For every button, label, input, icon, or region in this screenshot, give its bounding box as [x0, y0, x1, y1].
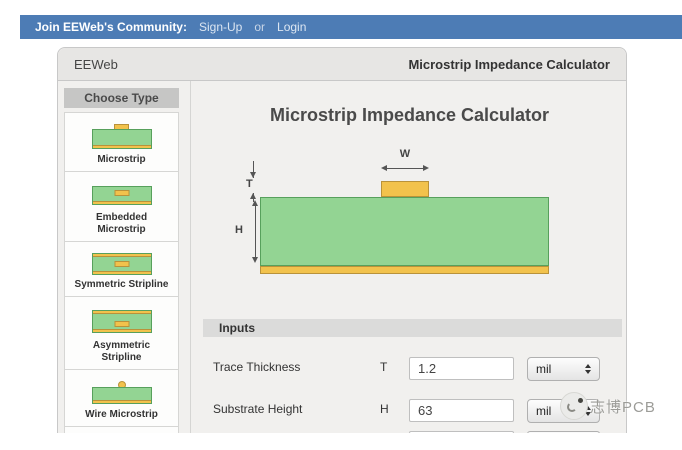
symmetric-stripline-icon	[91, 247, 152, 275]
ground-plane-shape	[260, 266, 549, 274]
h-dimension-arrow	[251, 200, 258, 263]
w-label: W	[399, 148, 411, 160]
sidebar-item-microstrip[interactable]: Microstrip	[64, 112, 179, 172]
sidebar-item-label: Wire Microstrip	[85, 409, 158, 420]
trace-shape	[381, 181, 429, 197]
sidebar-item-symmetric-stripline[interactable]: Symmetric Stripline	[64, 241, 179, 297]
choose-type-header: Choose Type	[64, 88, 179, 108]
signup-link[interactable]: Sign-Up	[198, 20, 243, 34]
brand-text: EEWeb	[74, 56, 118, 72]
card-header: EEWeb Microstrip Impedance Calculator	[58, 48, 626, 81]
watermark-text: 志博PCB	[590, 399, 656, 416]
inputs-section-header: Inputs	[203, 319, 622, 337]
sidebar-item-label: Symmetric Stripline	[74, 279, 169, 290]
wire-microstrip-icon	[91, 375, 152, 404]
watermark-logo-icon	[560, 392, 588, 420]
sidebar-item-label: Embedded Microstrip	[95, 212, 148, 235]
page-title: Microstrip Impedance Calculator	[269, 105, 550, 125]
trace-thickness-input[interactable]	[409, 357, 514, 380]
t-dimension-arrow-up	[249, 193, 256, 202]
w-dimension-arrow	[381, 162, 429, 174]
sidebar-item-label: Microstrip	[97, 154, 146, 165]
stepper-icon	[585, 406, 591, 416]
asymmetric-stripline-icon	[91, 304, 152, 333]
next-row-input-partial[interactable]	[409, 431, 514, 433]
next-row-unit-select-partial[interactable]	[527, 431, 600, 433]
h-label: H	[235, 224, 243, 236]
sidebar-item-partial[interactable]	[64, 426, 179, 433]
trace-thickness-label: Trace Thickness	[213, 360, 301, 374]
community-prompt: Join EEWeb's Community:	[35, 20, 187, 34]
t-label: T	[246, 178, 253, 190]
unit-value: mil	[536, 404, 552, 418]
embedded-microstrip-icon	[91, 180, 152, 205]
or-text: or	[254, 20, 266, 34]
trace-thickness-symbol: T	[380, 360, 388, 374]
stepper-icon	[585, 364, 591, 374]
t-dimension-arrow-down	[249, 161, 256, 178]
calculator-card: EEWeb Microstrip Impedance Calculator Ch…	[57, 47, 627, 433]
microstrip-icon	[91, 118, 152, 149]
inputs-section-title: Inputs	[219, 321, 255, 335]
sidebar-item-asymmetric-stripline[interactable]: Asymmetric Stripline	[64, 296, 179, 370]
unit-value: mil	[536, 362, 552, 376]
sidebar-item-label: Asymmetric Stripline	[92, 340, 151, 363]
sidebar-divider	[190, 81, 191, 433]
trace-thickness-unit-select[interactable]: mil	[527, 357, 600, 381]
sidebar-item-wire-microstrip[interactable]: Wire Microstrip	[64, 369, 179, 427]
substrate-height-input[interactable]	[409, 399, 514, 422]
card-header-title: Microstrip Impedance Calculator	[408, 56, 610, 72]
substrate-shape	[260, 197, 549, 266]
login-link[interactable]: Login	[277, 20, 307, 34]
sidebar-item-embedded-microstrip[interactable]: Embedded Microstrip	[64, 171, 179, 242]
substrate-height-label: Substrate Height	[213, 402, 303, 416]
substrate-height-symbol: H	[380, 402, 389, 416]
community-topbar: Join EEWeb's Community: Sign-Up or Login	[20, 15, 682, 39]
